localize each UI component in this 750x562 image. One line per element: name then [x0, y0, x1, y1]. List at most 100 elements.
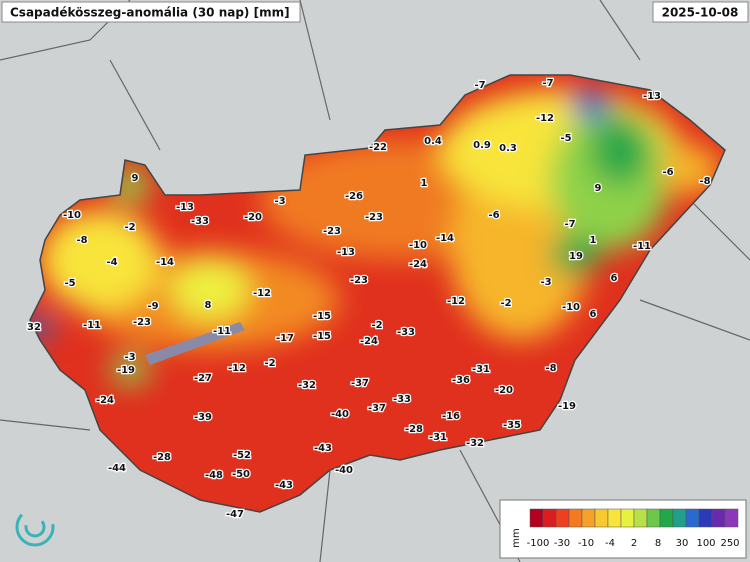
legend-swatch	[542, 508, 557, 528]
station-value: -6	[662, 167, 673, 178]
title: Csapadékösszeg-anomália (30 nap) [mm]	[10, 6, 290, 20]
station-value: -10	[63, 210, 81, 221]
station-value: -33	[393, 394, 411, 405]
station-value: 0.9	[473, 140, 491, 151]
date: 2025-10-08	[662, 6, 739, 20]
station-value: -39	[194, 412, 212, 423]
station-value: -8	[76, 235, 87, 246]
station-value: -40	[335, 465, 353, 476]
legend-swatch	[620, 508, 635, 528]
station-value: -24	[409, 259, 427, 270]
station-value: -32	[298, 380, 316, 391]
station-value: -37	[351, 378, 369, 389]
lake	[145, 322, 245, 365]
station-value: -10	[562, 302, 580, 313]
date-box	[652, 1, 749, 23]
legend-box	[499, 499, 747, 559]
legend-label: 30	[676, 538, 689, 549]
station-value: 6	[611, 273, 618, 284]
station-value: -14	[436, 233, 454, 244]
station-value: -2	[264, 358, 275, 369]
legend-swatch	[555, 508, 570, 528]
station-value: 1	[421, 178, 428, 189]
station-value: -35	[503, 420, 521, 431]
station-value: -13	[337, 247, 355, 258]
legend-swatch	[698, 508, 713, 528]
station-value: -11	[633, 241, 651, 252]
station-value: -15	[313, 331, 331, 342]
station-value: -5	[560, 133, 571, 144]
station-value: 8	[205, 300, 212, 311]
station-value: -9	[147, 301, 158, 312]
station-value: -17	[276, 333, 294, 344]
legend-swatch	[646, 508, 661, 528]
legend-swatch	[594, 508, 609, 528]
legend-label: 2	[631, 538, 637, 549]
station-value: -8	[699, 176, 710, 187]
station-value: -31	[472, 364, 490, 375]
legend-unit: mm	[511, 528, 522, 547]
station-value: -19	[558, 401, 576, 412]
legend-swatch	[672, 508, 687, 528]
station-value: -37	[368, 403, 386, 414]
station-value: 0.4	[424, 136, 442, 147]
station-value: 6	[590, 309, 597, 320]
legend-swatch	[607, 508, 622, 528]
station-value: -40	[331, 409, 349, 420]
stations: -7 -7-13-12-50.4 0.9 0.3-229 1 9-6-8-3 -26-13-…	[26, 77, 712, 522]
country-border	[29, 74, 726, 513]
station-value: -4	[106, 257, 117, 268]
legend-label: 100	[696, 538, 715, 549]
station-value: -48	[205, 470, 223, 481]
legend-label: 8	[655, 538, 661, 549]
station-value: -2	[124, 222, 135, 233]
legend-swatch	[659, 508, 674, 528]
station-value: -52	[233, 450, 251, 461]
station-value: 9	[595, 183, 602, 194]
station-value: -44	[108, 463, 126, 474]
station-value: -6	[488, 210, 499, 221]
station-value: -10	[409, 240, 427, 251]
station-value: -5	[64, 278, 75, 289]
station-value: -43	[275, 480, 293, 491]
station-value: -20	[495, 385, 513, 396]
station-value: -8	[545, 363, 556, 374]
station-value: -12	[447, 296, 465, 307]
station-value: 1	[590, 235, 597, 246]
station-value: -2	[371, 320, 382, 331]
station-value: -11	[213, 326, 231, 337]
legend-label: -4	[605, 538, 615, 549]
station-value: 0.3	[499, 143, 517, 154]
legend-swatch	[711, 508, 726, 528]
station-value: -26	[345, 191, 363, 202]
legend-swatch	[529, 508, 544, 528]
station-value: -22	[369, 142, 387, 153]
legend-label: -10	[578, 538, 594, 549]
station-value: -15	[313, 311, 331, 322]
station-value: -16	[442, 411, 460, 422]
station-value: -13	[176, 202, 194, 213]
station-value: -3	[540, 277, 551, 288]
legend-label: -100	[527, 538, 550, 549]
station-value: -7	[542, 78, 553, 89]
title-box	[1, 1, 301, 23]
station-value: -2	[500, 298, 511, 309]
station-value: -24	[360, 336, 378, 347]
station-value: -3	[274, 196, 285, 207]
station-value: -19	[117, 365, 135, 376]
station-value: -7	[564, 219, 575, 230]
station-value: -24	[96, 395, 114, 406]
station-value: -20	[244, 212, 262, 223]
station-value: -28	[405, 424, 423, 435]
legend: -100 -30 -10 -4 2 8 30 100 250	[527, 508, 740, 549]
station-value: -23	[133, 317, 151, 328]
legend-swatch	[568, 508, 583, 528]
station-value: -28	[153, 452, 171, 463]
station-value: -43	[314, 443, 332, 454]
station-value: -27	[194, 373, 212, 384]
station-value: -33	[397, 327, 415, 338]
station-value: -14	[156, 257, 174, 268]
station-value: -23	[350, 275, 368, 286]
station-value: 32	[27, 322, 41, 333]
